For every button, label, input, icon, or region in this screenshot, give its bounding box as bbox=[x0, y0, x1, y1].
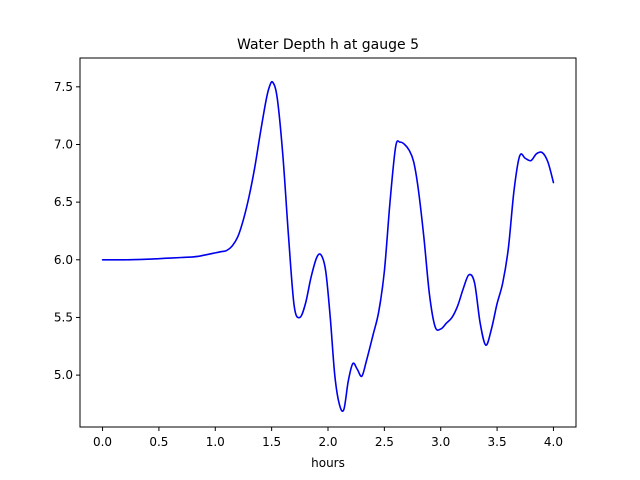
x-tick-label: 3.5 bbox=[488, 435, 507, 449]
x-axis-label: hours bbox=[311, 456, 345, 470]
x-tick-label: 1.0 bbox=[206, 435, 225, 449]
chart-title: Water Depth h at gauge 5 bbox=[237, 37, 419, 53]
x-tick-label: 1.5 bbox=[262, 435, 281, 449]
y-tick-label: 5.0 bbox=[54, 368, 73, 382]
y-tick-label: 7.5 bbox=[54, 80, 73, 94]
y-tick-label: 5.5 bbox=[54, 310, 73, 324]
x-tick-label: 2.0 bbox=[318, 435, 337, 449]
plot-area: 0.0 0.5 1.0 1.5 2.0 2.5 3.0 3.5 4.0 5.0 5.5 6.0 6.5… bbox=[54, 57, 577, 449]
y-axis: 5.0 5.5 6.0 6.5 7.0 7.5 bbox=[54, 80, 80, 382]
y-tick-label: 6.0 bbox=[54, 253, 73, 267]
x-tick-label: 4.0 bbox=[544, 435, 563, 449]
x-tick-label: 0.0 bbox=[93, 435, 112, 449]
x-tick-label: 0.5 bbox=[149, 435, 168, 449]
y-tick-label: 7.0 bbox=[54, 137, 73, 151]
y-tick-label: 6.5 bbox=[54, 195, 73, 209]
x-tick-label: 2.5 bbox=[375, 435, 394, 449]
x-axis: 0.0 0.5 1.0 1.5 2.0 2.5 3.0 3.5 4.0 bbox=[93, 427, 563, 449]
series-line-0 bbox=[101, 80, 555, 413]
x-tick-label: 3.0 bbox=[431, 435, 450, 449]
series-layer bbox=[101, 80, 555, 413]
